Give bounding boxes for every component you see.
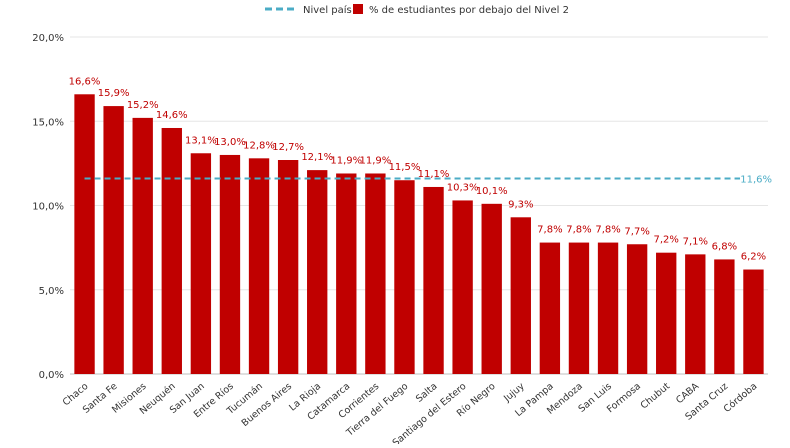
bar bbox=[539, 242, 561, 374]
data-label: 10,3% bbox=[447, 182, 479, 193]
bar bbox=[510, 217, 531, 374]
data-label: 12,7% bbox=[272, 142, 304, 153]
data-label: 15,9% bbox=[98, 88, 130, 99]
bar bbox=[743, 269, 764, 374]
data-labels: 16,6%15,9%15,2%14,6% 13,1%13,0%12,8%12,7%… bbox=[69, 76, 767, 262]
legend-label-reference-line: Nivel país bbox=[303, 4, 352, 16]
bar bbox=[656, 252, 677, 374]
y-tick-label: 10,0% bbox=[32, 202, 64, 213]
bar bbox=[394, 180, 415, 374]
data-label: 7,8% bbox=[566, 225, 591, 236]
bar bbox=[365, 173, 386, 374]
bar bbox=[74, 94, 95, 374]
x-tick-label: Salta bbox=[414, 381, 439, 405]
data-label: 15,2% bbox=[127, 100, 159, 111]
bar bbox=[190, 153, 212, 374]
bar bbox=[481, 203, 502, 374]
data-label: 6,2% bbox=[741, 252, 766, 263]
legend-label-series: % de estudiantes por debajo del Nivel 2 bbox=[369, 5, 569, 16]
data-label: 7,8% bbox=[595, 225, 620, 236]
data-label: 7,8% bbox=[537, 225, 562, 236]
data-label: 7,1% bbox=[683, 236, 708, 247]
bar bbox=[685, 254, 706, 374]
bar bbox=[423, 186, 444, 374]
data-label: 13,1% bbox=[185, 135, 217, 146]
data-label: 7,2% bbox=[654, 235, 679, 246]
x-tick-label: Chubut bbox=[639, 381, 673, 412]
bar bbox=[161, 127, 182, 375]
data-label: 6,8% bbox=[712, 241, 737, 252]
bar bbox=[307, 170, 328, 374]
gridlines bbox=[70, 36, 768, 375]
legend: Nivel país % de estudiantes por debajo d… bbox=[265, 4, 569, 16]
bar bbox=[248, 158, 270, 374]
y-tick-label: 5,0% bbox=[39, 286, 64, 297]
y-axis-tick-labels: 0,0% 5,0% 10,0% 15,0% 20,0% bbox=[32, 33, 64, 381]
bar bbox=[452, 200, 473, 374]
data-label: 12,1% bbox=[301, 152, 333, 163]
bar bbox=[219, 154, 241, 374]
data-label: 11,5% bbox=[389, 162, 421, 173]
bar bbox=[336, 173, 357, 374]
reference-line-label: 11,6% bbox=[740, 175, 772, 186]
bar bbox=[132, 117, 153, 374]
data-label: 11,9% bbox=[330, 155, 362, 166]
bar bbox=[626, 244, 648, 374]
data-label: 7,7% bbox=[624, 226, 649, 237]
data-label: 11,1% bbox=[418, 169, 450, 180]
data-label: 11,9% bbox=[359, 155, 391, 166]
bar bbox=[714, 259, 735, 374]
bars bbox=[74, 94, 764, 375]
y-tick-label: 20,0% bbox=[32, 33, 64, 44]
y-tick-label: 0,0% bbox=[39, 370, 64, 381]
y-tick-label: 15,0% bbox=[32, 117, 64, 128]
data-label: 14,6% bbox=[156, 110, 188, 121]
bar bbox=[277, 160, 299, 374]
data-label: 10,1% bbox=[476, 186, 508, 197]
bar bbox=[597, 242, 619, 374]
data-label: 13,0% bbox=[214, 137, 246, 148]
data-label: 16,6% bbox=[69, 76, 101, 87]
bar bbox=[568, 242, 590, 374]
reference-line-group: 11,6% bbox=[84, 175, 772, 186]
data-label: 12,8% bbox=[243, 140, 275, 151]
legend-swatch-series bbox=[353, 4, 363, 14]
bar bbox=[103, 106, 124, 375]
data-label: 9,3% bbox=[508, 199, 533, 210]
